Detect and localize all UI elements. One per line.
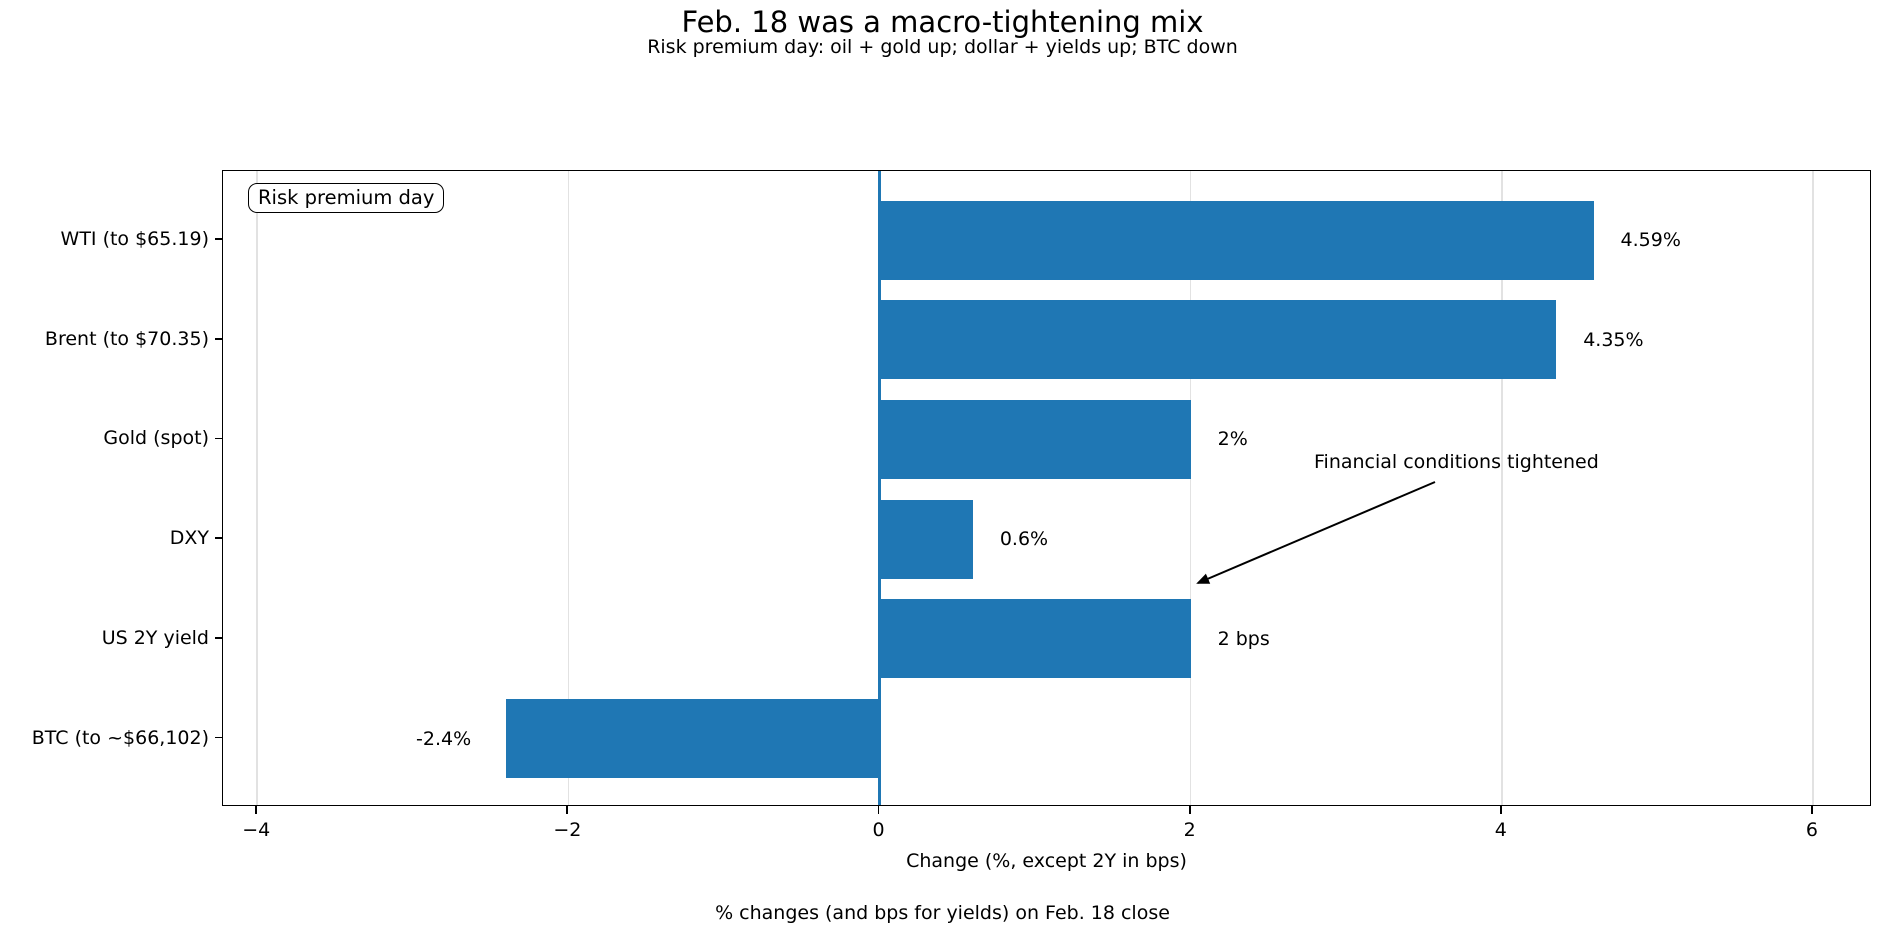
y-tick-4 bbox=[215, 636, 222, 639]
x-axis-label: Change (%, except 2Y in bps) bbox=[906, 850, 1187, 872]
x-tick-2 bbox=[1188, 805, 1191, 814]
x-tick-label-0: 0 bbox=[872, 819, 885, 841]
y-category-label-5: BTC (to ~$66,102) bbox=[31, 726, 209, 749]
x-tick-label-4: 4 bbox=[1494, 819, 1507, 841]
x-tick-label--2: −2 bbox=[553, 819, 582, 841]
annotation-text: Financial conditions tightened bbox=[1314, 451, 1599, 473]
x-tick-4 bbox=[1499, 805, 1502, 814]
gridline-x--2 bbox=[567, 171, 570, 805]
y-tick-3 bbox=[215, 537, 222, 539]
bar-5 bbox=[506, 699, 880, 778]
y-category-label-4: US 2Y yield bbox=[101, 626, 209, 649]
plot-area: Risk premium day Financial conditions ti… bbox=[222, 170, 1871, 806]
y-category-label-1: Brent (to $70.35) bbox=[44, 327, 209, 350]
bar-value-label-3: 0.6% bbox=[999, 528, 1049, 551]
bar-value-label-5: -2.4% bbox=[416, 727, 472, 750]
chart-title: Feb. 18 was a macro-tightening mix bbox=[681, 5, 1204, 39]
footnote: % changes (and bps for yields) on Feb. 1… bbox=[715, 902, 1170, 924]
gridline-x-4 bbox=[1501, 171, 1503, 805]
y-tick-1 bbox=[215, 337, 222, 340]
annotation-arrow-icon bbox=[1196, 481, 1436, 584]
x-tick-label-6: 6 bbox=[1805, 819, 1818, 841]
bar-value-label-1: 4.35% bbox=[1583, 328, 1644, 351]
bar-0 bbox=[879, 200, 1594, 280]
zero-line bbox=[878, 171, 881, 805]
x-tick-6 bbox=[1810, 805, 1813, 814]
x-tick--2 bbox=[566, 805, 569, 814]
legend-box: Risk premium day bbox=[248, 183, 445, 213]
bar-3 bbox=[879, 499, 973, 579]
gridline-x-2 bbox=[1189, 171, 1192, 805]
x-tick-0 bbox=[877, 805, 880, 814]
gridline-x-6 bbox=[1812, 171, 1814, 805]
x-tick--4 bbox=[255, 805, 258, 814]
chart-subtitle: Risk premium day: oil + gold up; dollar … bbox=[647, 36, 1238, 58]
bar-4 bbox=[879, 599, 1191, 679]
y-category-label-3: DXY bbox=[169, 527, 209, 550]
bar-value-label-0: 4.59% bbox=[1620, 229, 1681, 251]
x-tick-label--4: −4 bbox=[242, 819, 271, 841]
y-tick-0 bbox=[215, 238, 222, 240]
y-category-label-2: Gold (spot) bbox=[103, 427, 209, 450]
x-tick-label-2: 2 bbox=[1183, 819, 1196, 841]
bar-2 bbox=[879, 399, 1191, 479]
bar-value-label-4: 2 bps bbox=[1217, 627, 1270, 650]
bar-1 bbox=[879, 300, 1557, 380]
y-tick-5 bbox=[215, 736, 222, 739]
gridline-x--4 bbox=[256, 171, 258, 805]
y-tick-2 bbox=[215, 437, 222, 440]
y-category-label-0: WTI (to $65.19) bbox=[60, 228, 209, 250]
bar-value-label-2: 2% bbox=[1217, 428, 1248, 451]
